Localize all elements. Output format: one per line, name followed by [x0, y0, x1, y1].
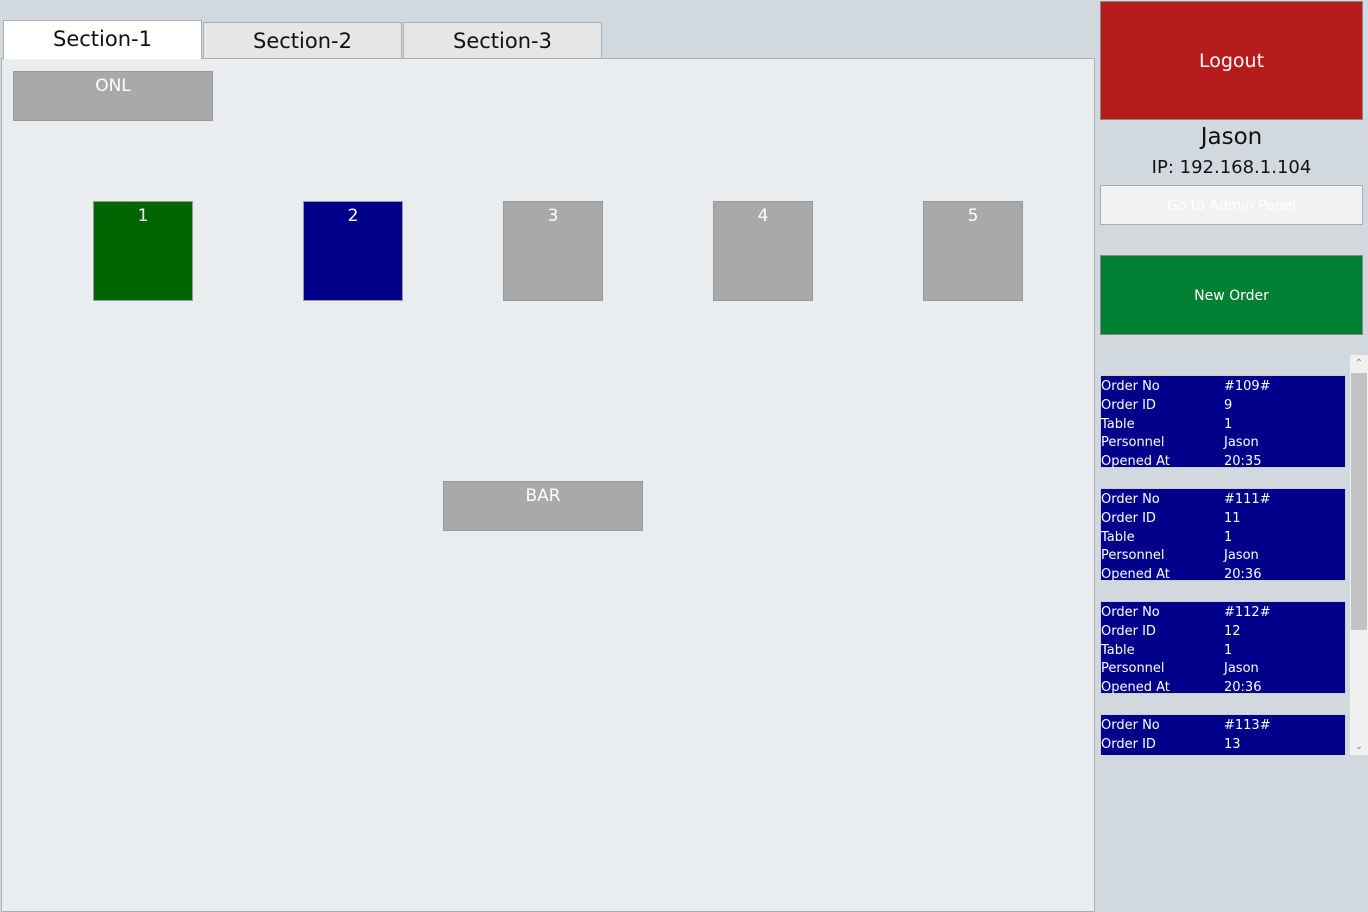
field-label: Order ID	[1101, 623, 1156, 639]
field-value: 9	[1224, 397, 1233, 413]
logout-button[interactable]: Logout	[1100, 1, 1363, 120]
order-field-opened: Opened At 20:36	[1101, 679, 1345, 698]
order-list: Order No #109# Order ID 9 Table 1 Personnel Jas…	[1099, 355, 1350, 755]
table-onl[interactable]: ONL	[13, 71, 213, 121]
order-card[interactable]: Order No #109# Order ID 9 Table 1 Personnel Jas…	[1100, 375, 1346, 469]
order-field-personnel: Personnel Jason	[1101, 547, 1345, 566]
admin-panel-button[interactable]: Go to Admin Panel	[1100, 185, 1363, 225]
field-value: 1	[1224, 416, 1233, 432]
field-value: 20:36	[1224, 680, 1262, 696]
field-label: Opened At	[1101, 567, 1170, 583]
field-value: 1	[1224, 642, 1233, 658]
order-field-table: Table 1	[1101, 416, 1345, 435]
field-label: Personnel	[1101, 661, 1165, 677]
order-card[interactable]: Order No #111# Order ID 11 Table 1 Personnel Ja…	[1100, 488, 1346, 582]
table-1[interactable]: 1	[93, 201, 193, 301]
field-value: #113#	[1224, 718, 1271, 733]
field-value: Jason	[1224, 661, 1259, 677]
order-field-personnel: Personnel Jason	[1101, 660, 1345, 679]
table-5[interactable]: 5	[923, 201, 1023, 301]
field-label: Opened At	[1101, 454, 1170, 470]
order-list-scrollbar[interactable]: ⌃ ⌄	[1350, 355, 1368, 755]
field-label: Opened At	[1101, 680, 1170, 696]
field-value: 12	[1224, 623, 1241, 639]
field-value: #109#	[1224, 379, 1271, 394]
field-value: 20:35	[1224, 454, 1262, 470]
field-label: Personnel	[1101, 548, 1165, 564]
order-field-opened: Opened At 20:36	[1101, 566, 1345, 585]
table-2[interactable]: 2	[303, 201, 403, 301]
chevron-up-icon[interactable]: ⌃	[1354, 358, 1364, 369]
field-label: Order No	[1101, 718, 1160, 733]
field-label: Order No	[1101, 605, 1160, 620]
table-4[interactable]: 4	[713, 201, 813, 301]
order-field-id: Order ID 11	[1101, 510, 1345, 529]
field-value: #112#	[1224, 605, 1271, 620]
field-label: Order ID	[1101, 510, 1156, 526]
field-value: 11	[1224, 510, 1241, 526]
order-card[interactable]: Order No#113#Order ID13Table1PersonnelJa…	[1100, 714, 1346, 755]
order-field-table: Table 1	[1101, 642, 1345, 661]
tab-section-1[interactable]: Section-1	[3, 20, 202, 59]
field-label: Personnel	[1101, 435, 1165, 451]
order-field-id: Order ID 13	[1101, 736, 1345, 755]
order-field-table: Table 1	[1101, 529, 1345, 548]
scrollbar-thumb[interactable]	[1351, 373, 1367, 630]
field-label: Table	[1101, 416, 1135, 432]
order-field-id: Order ID 9	[1101, 397, 1345, 416]
new-order-button[interactable]: New Order	[1100, 255, 1363, 335]
field-label: Table	[1101, 642, 1135, 658]
user-name: Jason	[1200, 124, 1263, 150]
ip-address: IP: 192.168.1.104	[1151, 157, 1312, 178]
field-value: Jason	[1224, 435, 1259, 451]
table-bar[interactable]: BAR	[443, 481, 643, 531]
order-field-opened: Opened At 20:35	[1101, 453, 1345, 472]
field-label: Order No	[1101, 492, 1160, 507]
field-value: Jason	[1224, 548, 1259, 564]
chevron-down-icon[interactable]: ⌄	[1354, 741, 1364, 752]
order-field-no: Order No #112#	[1101, 604, 1345, 623]
field-label: Order ID	[1101, 736, 1156, 752]
order-field-id: Order ID 12	[1101, 623, 1345, 642]
field-label: Order ID	[1101, 397, 1156, 413]
field-label: Table	[1101, 529, 1135, 545]
order-field-no: Order No #109#	[1101, 378, 1345, 397]
tab-section-2[interactable]: Section-2	[203, 22, 402, 59]
order-field-personnel: Personnel Jason	[1101, 434, 1345, 453]
field-value: 20:36	[1224, 567, 1262, 583]
order-card[interactable]: Order No #112# Order ID 12 Table 1 Personnel Ja…	[1100, 601, 1346, 695]
field-value: #111#	[1224, 492, 1271, 507]
table-3[interactable]: 3	[503, 201, 603, 301]
order-field-no: Order No #113#	[1101, 717, 1345, 736]
field-value: 1	[1224, 529, 1233, 545]
field-value: 13	[1224, 736, 1241, 752]
tab-section-3[interactable]: Section-3	[403, 22, 602, 59]
order-field-no: Order No #111#	[1101, 491, 1345, 510]
field-label: Order No	[1101, 379, 1160, 394]
